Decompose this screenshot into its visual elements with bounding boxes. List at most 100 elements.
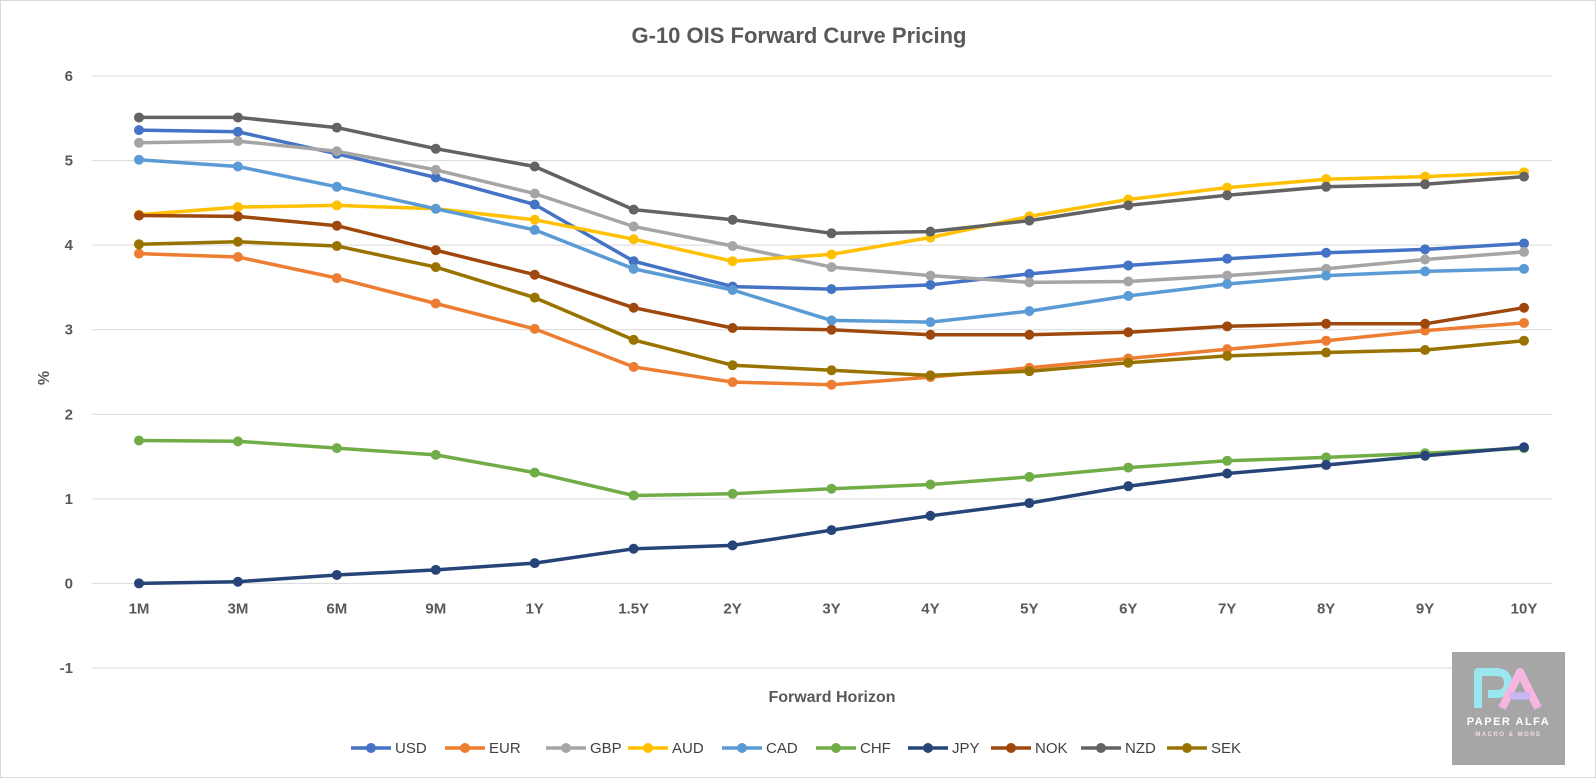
y-axis-label: % — [36, 371, 53, 385]
data-point — [1222, 321, 1233, 332]
y-tick-label: 3 — [65, 322, 73, 339]
legend-label: GBP — [590, 740, 622, 757]
data-point — [1519, 246, 1529, 257]
legend-label: JPY — [952, 740, 980, 757]
data-point — [1321, 247, 1332, 258]
data-point — [134, 137, 144, 148]
legend-item-usd: USD — [351, 740, 427, 757]
data-point — [529, 214, 540, 225]
data-point — [1321, 452, 1332, 463]
x-tick-label: 7Y — [1218, 600, 1236, 617]
data-point — [134, 154, 144, 165]
data-point — [1024, 366, 1035, 377]
series-nok — [134, 210, 1529, 340]
data-point — [1123, 200, 1134, 211]
gridlines — [92, 75, 1552, 669]
legend-marker — [831, 743, 841, 753]
data-point — [1420, 244, 1431, 255]
data-point — [826, 525, 837, 536]
data-point — [1222, 270, 1233, 281]
y-tick-label: 4 — [65, 237, 74, 254]
legend-label: NZD — [1125, 740, 1156, 757]
data-point — [628, 263, 639, 274]
series-line — [137, 157, 1526, 324]
data-point — [1519, 171, 1529, 182]
data-point — [529, 188, 540, 199]
data-point — [628, 543, 639, 554]
data-point — [1024, 471, 1035, 482]
x-tick-label: 4Y — [921, 600, 939, 617]
legend-item-jpy: JPY — [908, 740, 980, 757]
data-point — [1123, 357, 1134, 368]
x-tick-label: 1.5Y — [618, 600, 649, 617]
legend-marker — [1096, 743, 1106, 753]
data-point — [134, 239, 144, 250]
data-point — [529, 224, 540, 235]
data-point — [529, 161, 540, 172]
legend-label: EUR — [489, 740, 521, 757]
data-point — [628, 221, 639, 232]
data-point — [826, 379, 837, 390]
data-point — [1123, 481, 1134, 492]
data-point — [1024, 329, 1035, 340]
data-point — [1321, 270, 1332, 281]
data-point — [727, 540, 738, 551]
data-point — [628, 234, 639, 245]
data-point — [1420, 266, 1431, 277]
data-point — [826, 324, 837, 335]
data-point — [1024, 277, 1035, 288]
data-point — [1420, 254, 1431, 265]
data-point — [232, 136, 243, 147]
data-point — [1321, 335, 1332, 346]
data-point — [925, 270, 936, 281]
data-point — [925, 370, 936, 381]
y-tick-label: 5 — [65, 153, 73, 170]
x-tick-label: 3Y — [822, 600, 840, 617]
data-point — [925, 329, 936, 340]
x-tick-label: 2Y — [723, 600, 741, 617]
data-point — [1321, 460, 1332, 471]
data-point — [925, 317, 936, 328]
data-point — [232, 126, 243, 137]
legend-item-nzd: NZD — [1081, 740, 1156, 757]
data-point — [1420, 179, 1431, 190]
data-point — [134, 210, 144, 221]
data-point — [1024, 268, 1035, 279]
series-line — [137, 445, 1526, 586]
data-point — [430, 164, 441, 175]
legend-label: CHF — [860, 740, 891, 757]
legend-item-eur: EUR — [445, 740, 521, 757]
data-point — [628, 334, 639, 345]
data-point — [1420, 345, 1431, 356]
chart-title: G-10 OIS Forward Curve Pricing — [632, 23, 967, 48]
data-point — [232, 236, 243, 247]
x-tick-label: 6Y — [1119, 600, 1137, 617]
data-point — [430, 564, 441, 575]
y-tick-label: -1 — [60, 660, 73, 677]
data-point — [232, 211, 243, 222]
data-point — [1123, 260, 1134, 271]
data-point — [430, 298, 441, 309]
data-point — [430, 143, 441, 154]
series-lines — [134, 112, 1529, 589]
data-point — [1519, 335, 1529, 346]
data-point — [628, 256, 639, 267]
data-point — [232, 436, 243, 447]
data-point — [1024, 306, 1035, 317]
data-point — [331, 240, 342, 251]
data-point — [727, 488, 738, 499]
series-cad — [134, 154, 1529, 328]
data-point — [1123, 276, 1134, 287]
data-point — [529, 199, 540, 210]
data-point — [1123, 327, 1134, 338]
series-gbp — [134, 136, 1529, 288]
data-point — [628, 302, 639, 313]
data-point — [232, 251, 243, 262]
series-line — [137, 115, 1526, 236]
data-point — [826, 365, 837, 376]
data-point — [1519, 442, 1529, 453]
data-point — [1222, 350, 1233, 361]
data-point — [232, 161, 243, 172]
legend-label: USD — [395, 740, 427, 757]
series-jpy — [134, 442, 1529, 589]
